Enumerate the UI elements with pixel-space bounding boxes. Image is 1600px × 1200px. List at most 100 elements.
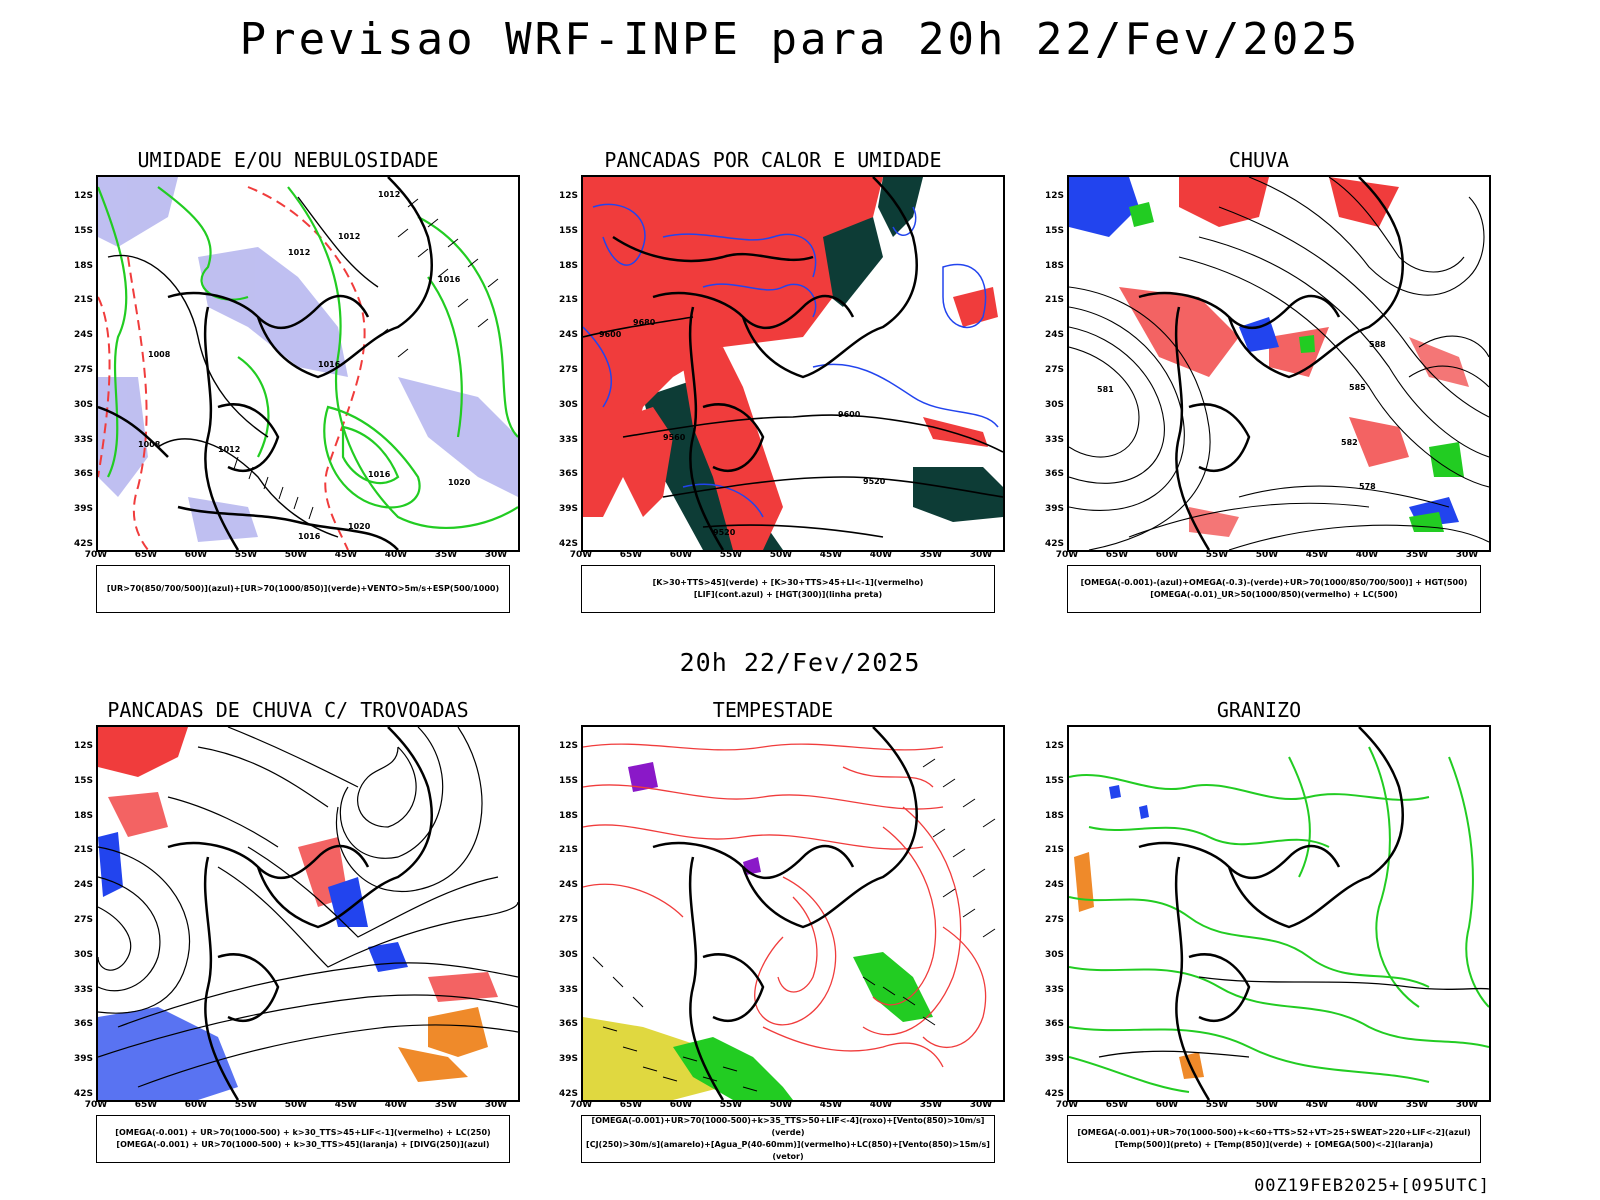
panel-title: GRANIZO: [1216, 698, 1302, 722]
lat-tick-label: 18S: [1044, 260, 1064, 271]
lon-tick-label: 60W: [184, 1100, 208, 1110]
temp500-black-contours: [1098, 976, 1489, 1058]
lat-tick-label: 24S: [73, 880, 93, 891]
svg-text:1012: 1012: [218, 445, 240, 454]
lc250-streamlines: [98, 727, 518, 1088]
lat-tick-label: 30S: [558, 399, 578, 410]
green-wind-area: [673, 952, 933, 1100]
map-canvas: 581 585 582 588 578: [1069, 177, 1489, 550]
map-pancadas-calor[interactable]: 9680 9600 9560 9600 9520 9520: [581, 175, 1005, 552]
lon-tick-label: 65W: [134, 1100, 158, 1110]
lat-tick-label: 24S: [558, 330, 578, 341]
svg-text:1020: 1020: [348, 522, 371, 531]
lat-tick-label: 21S: [558, 845, 578, 856]
lat-tick-label: 39S: [558, 504, 578, 515]
lon-tick-label: 35W: [919, 1100, 943, 1110]
lon-tick-label: 40W: [1355, 550, 1379, 560]
lat-tick-label: 27S: [558, 915, 578, 925]
lat-tick-label: 24S: [558, 880, 578, 891]
lat-tick-label: 42S: [73, 1089, 93, 1099]
lon-tick-label: 70W: [569, 1100, 593, 1110]
lat-tick-label: 33S: [558, 434, 578, 445]
svg-text:582: 582: [1341, 438, 1358, 447]
map-chuva[interactable]: 581 585 582 588 578: [1067, 175, 1491, 552]
lon-tick-label: 60W: [184, 550, 208, 560]
lat-tick-label: 15S: [1044, 775, 1064, 786]
lat-tick-label: 27S: [73, 365, 93, 375]
run-stamp: 00Z19FEB2025+[095UTC]: [1254, 1176, 1490, 1196]
lon-tick-label: 50W: [769, 1100, 793, 1110]
map-umidade[interactable]: 1012 1012 1012 1016 1016 1016 1008 1008 1020 1…: [96, 175, 520, 552]
lon-tick-label: 65W: [1105, 550, 1129, 560]
legend-line: [Temp(500)](preto) + [Temp(850)](verde) …: [1114, 1140, 1434, 1149]
lat-tick-label: 21S: [73, 845, 93, 856]
lat-tick-label: 36S: [1044, 469, 1064, 480]
lat-tick-label: 42S: [558, 539, 578, 549]
svg-text:9600: 9600: [838, 410, 861, 419]
panel-legend: [OMEGA(-0.001)-(azul)+OMEGA(-0.3)-(verde…: [1067, 565, 1481, 613]
lon-tick-label: 60W: [1155, 1100, 1179, 1110]
lat-tick-label: 18S: [73, 810, 93, 821]
map-tempestade[interactable]: [581, 725, 1005, 1102]
lon-tick-label: 60W: [1155, 550, 1179, 560]
lat-tick-label: 12S: [1044, 191, 1064, 201]
label-markers: 1012 1012 1012 1016 1016 1016 1008 1008 1020 1…: [138, 190, 471, 541]
panel-pancadas-calor: PANCADAS POR CALOR E UMIDADE: [538, 148, 1008, 633]
panel-trovoadas: PANCADAS DE CHUVA C/ TROVOADAS: [53, 698, 523, 1183]
orange-omega-area: [1074, 852, 1204, 1079]
red-rain-speckles: [1119, 177, 1469, 537]
blue-hail-area: [1109, 785, 1149, 819]
lat-tick-label: 27S: [1044, 365, 1064, 375]
legend-line: [OMEGA(-0.001) + UR>70(1000-500) + k>30_…: [115, 1128, 491, 1137]
lon-tick-label: 70W: [84, 1100, 108, 1110]
legend-line: [OMEGA(-0.001) + UR>70(1000-500) + k>30_…: [116, 1140, 490, 1149]
lat-tick-label: 33S: [558, 984, 578, 995]
lat-tick-label: 15S: [558, 225, 578, 236]
panel-title: TEMPESTADE: [712, 698, 834, 722]
lon-tick-label: 35W: [1405, 1100, 1429, 1110]
lat-tick-label: 27S: [73, 915, 93, 925]
country-borders: [1138, 727, 1404, 1100]
page-title: Previsao WRF-INPE para 20h 22/Fev/2025: [239, 14, 1361, 65]
map-granizo[interactable]: [1067, 725, 1491, 1102]
lon-tick-label: 50W: [769, 550, 793, 560]
hgt500-streamlines: [1069, 177, 1489, 550]
svg-text:1008: 1008: [138, 440, 161, 449]
hgt300-contours: [583, 316, 1003, 538]
lat-tick-label: 27S: [558, 365, 578, 375]
map-trovoadas[interactable]: [96, 725, 520, 1102]
svg-text:588: 588: [1369, 340, 1386, 349]
lon-tick-label: 55W: [719, 550, 743, 560]
lat-tick-label: 39S: [73, 1054, 93, 1065]
lat-tick-label: 33S: [1044, 434, 1064, 445]
lon-tick-label: 70W: [1055, 550, 1079, 560]
lon-tick-label: 30W: [969, 1100, 993, 1110]
lon-tick-label: 40W: [869, 1100, 893, 1110]
lat-tick-label: 12S: [73, 191, 93, 201]
map-canvas: [1069, 727, 1489, 1100]
red-instability-area: [583, 177, 998, 550]
red-dashed-contours: [98, 186, 366, 550]
svg-text:1016: 1016: [438, 275, 461, 284]
lon-tick-label: 45W: [334, 550, 358, 560]
lon-tick-label: 30W: [1455, 550, 1479, 560]
label-markers: 581 585 582 588 578: [1097, 340, 1386, 491]
lat-tick-label: 21S: [73, 295, 93, 306]
orange-thunder-area: [398, 1007, 488, 1082]
wind-vectors: [592, 758, 996, 1092]
legend-line: [OMEGA(-0.001)-(azul)+OMEGA(-0.3)-(verde…: [1080, 578, 1468, 587]
lon-tick-label: 60W: [669, 1100, 693, 1110]
lat-tick-label: 30S: [558, 949, 578, 960]
lat-tick-label: 15S: [73, 775, 93, 786]
lon-tick-label: 55W: [719, 1100, 743, 1110]
lon-tick-label: 35W: [434, 1100, 458, 1110]
lon-tick-label: 35W: [919, 550, 943, 560]
lon-tick-label: 30W: [969, 550, 993, 560]
lon-tick-label: 30W: [484, 1100, 508, 1110]
svg-text:9520: 9520: [713, 528, 736, 537]
lon-tick-label: 35W: [1405, 550, 1429, 560]
panel-title: UMIDADE E/OU NEBULOSIDADE: [137, 148, 439, 172]
map-canvas: [98, 727, 518, 1100]
lon-tick-label: 40W: [384, 550, 408, 560]
svg-text:578: 578: [1359, 482, 1376, 491]
